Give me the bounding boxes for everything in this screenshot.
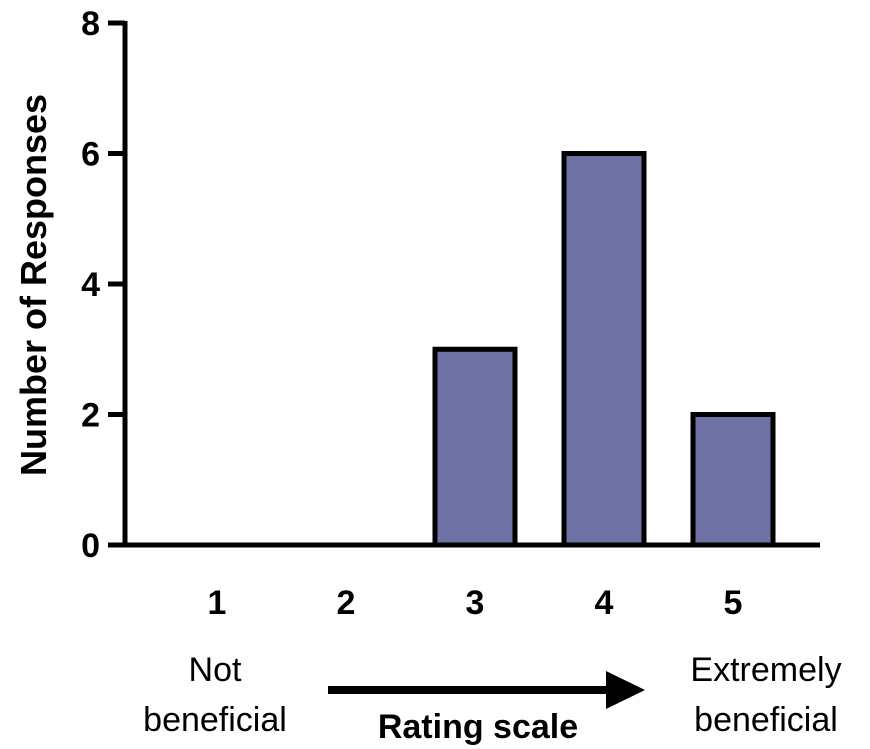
rating-scale-label: Rating scale	[378, 708, 578, 746]
not-beneficial-line1: Not	[189, 651, 242, 689]
x-tick-label-5: 5	[724, 584, 743, 622]
y-tick-label-0: 0	[81, 527, 100, 565]
rating-scale-arrowhead-icon	[606, 671, 645, 709]
y-ticks-group: 0 2 4 6 8	[81, 5, 125, 565]
y-axis-label: Number of Responses	[13, 94, 54, 476]
extremely-beneficial-line2: beneficial	[694, 701, 838, 739]
bar-3	[432, 346, 518, 548]
bars-group	[432, 151, 776, 548]
y-tick-label-8: 8	[81, 5, 100, 43]
x-ticks-group: 1 2 3 4 5	[208, 584, 743, 622]
x-tick-label-2: 2	[337, 584, 356, 622]
not-beneficial-line2: beneficial	[143, 701, 287, 739]
x-tick-label-4: 4	[595, 584, 614, 622]
x-tick-label-3: 3	[466, 584, 485, 622]
extremely-beneficial-line1: Extremely	[690, 651, 841, 689]
bar-5	[690, 412, 776, 548]
bar-4	[561, 151, 647, 548]
y-tick-label-2: 2	[81, 397, 100, 435]
y-tick-label-6: 6	[81, 136, 100, 174]
y-tick-label-4: 4	[81, 266, 100, 304]
x-tick-label-1: 1	[208, 584, 227, 622]
